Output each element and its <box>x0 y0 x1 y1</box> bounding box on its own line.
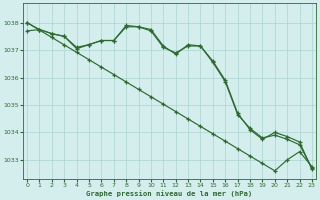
X-axis label: Graphe pression niveau de la mer (hPa): Graphe pression niveau de la mer (hPa) <box>86 190 253 197</box>
